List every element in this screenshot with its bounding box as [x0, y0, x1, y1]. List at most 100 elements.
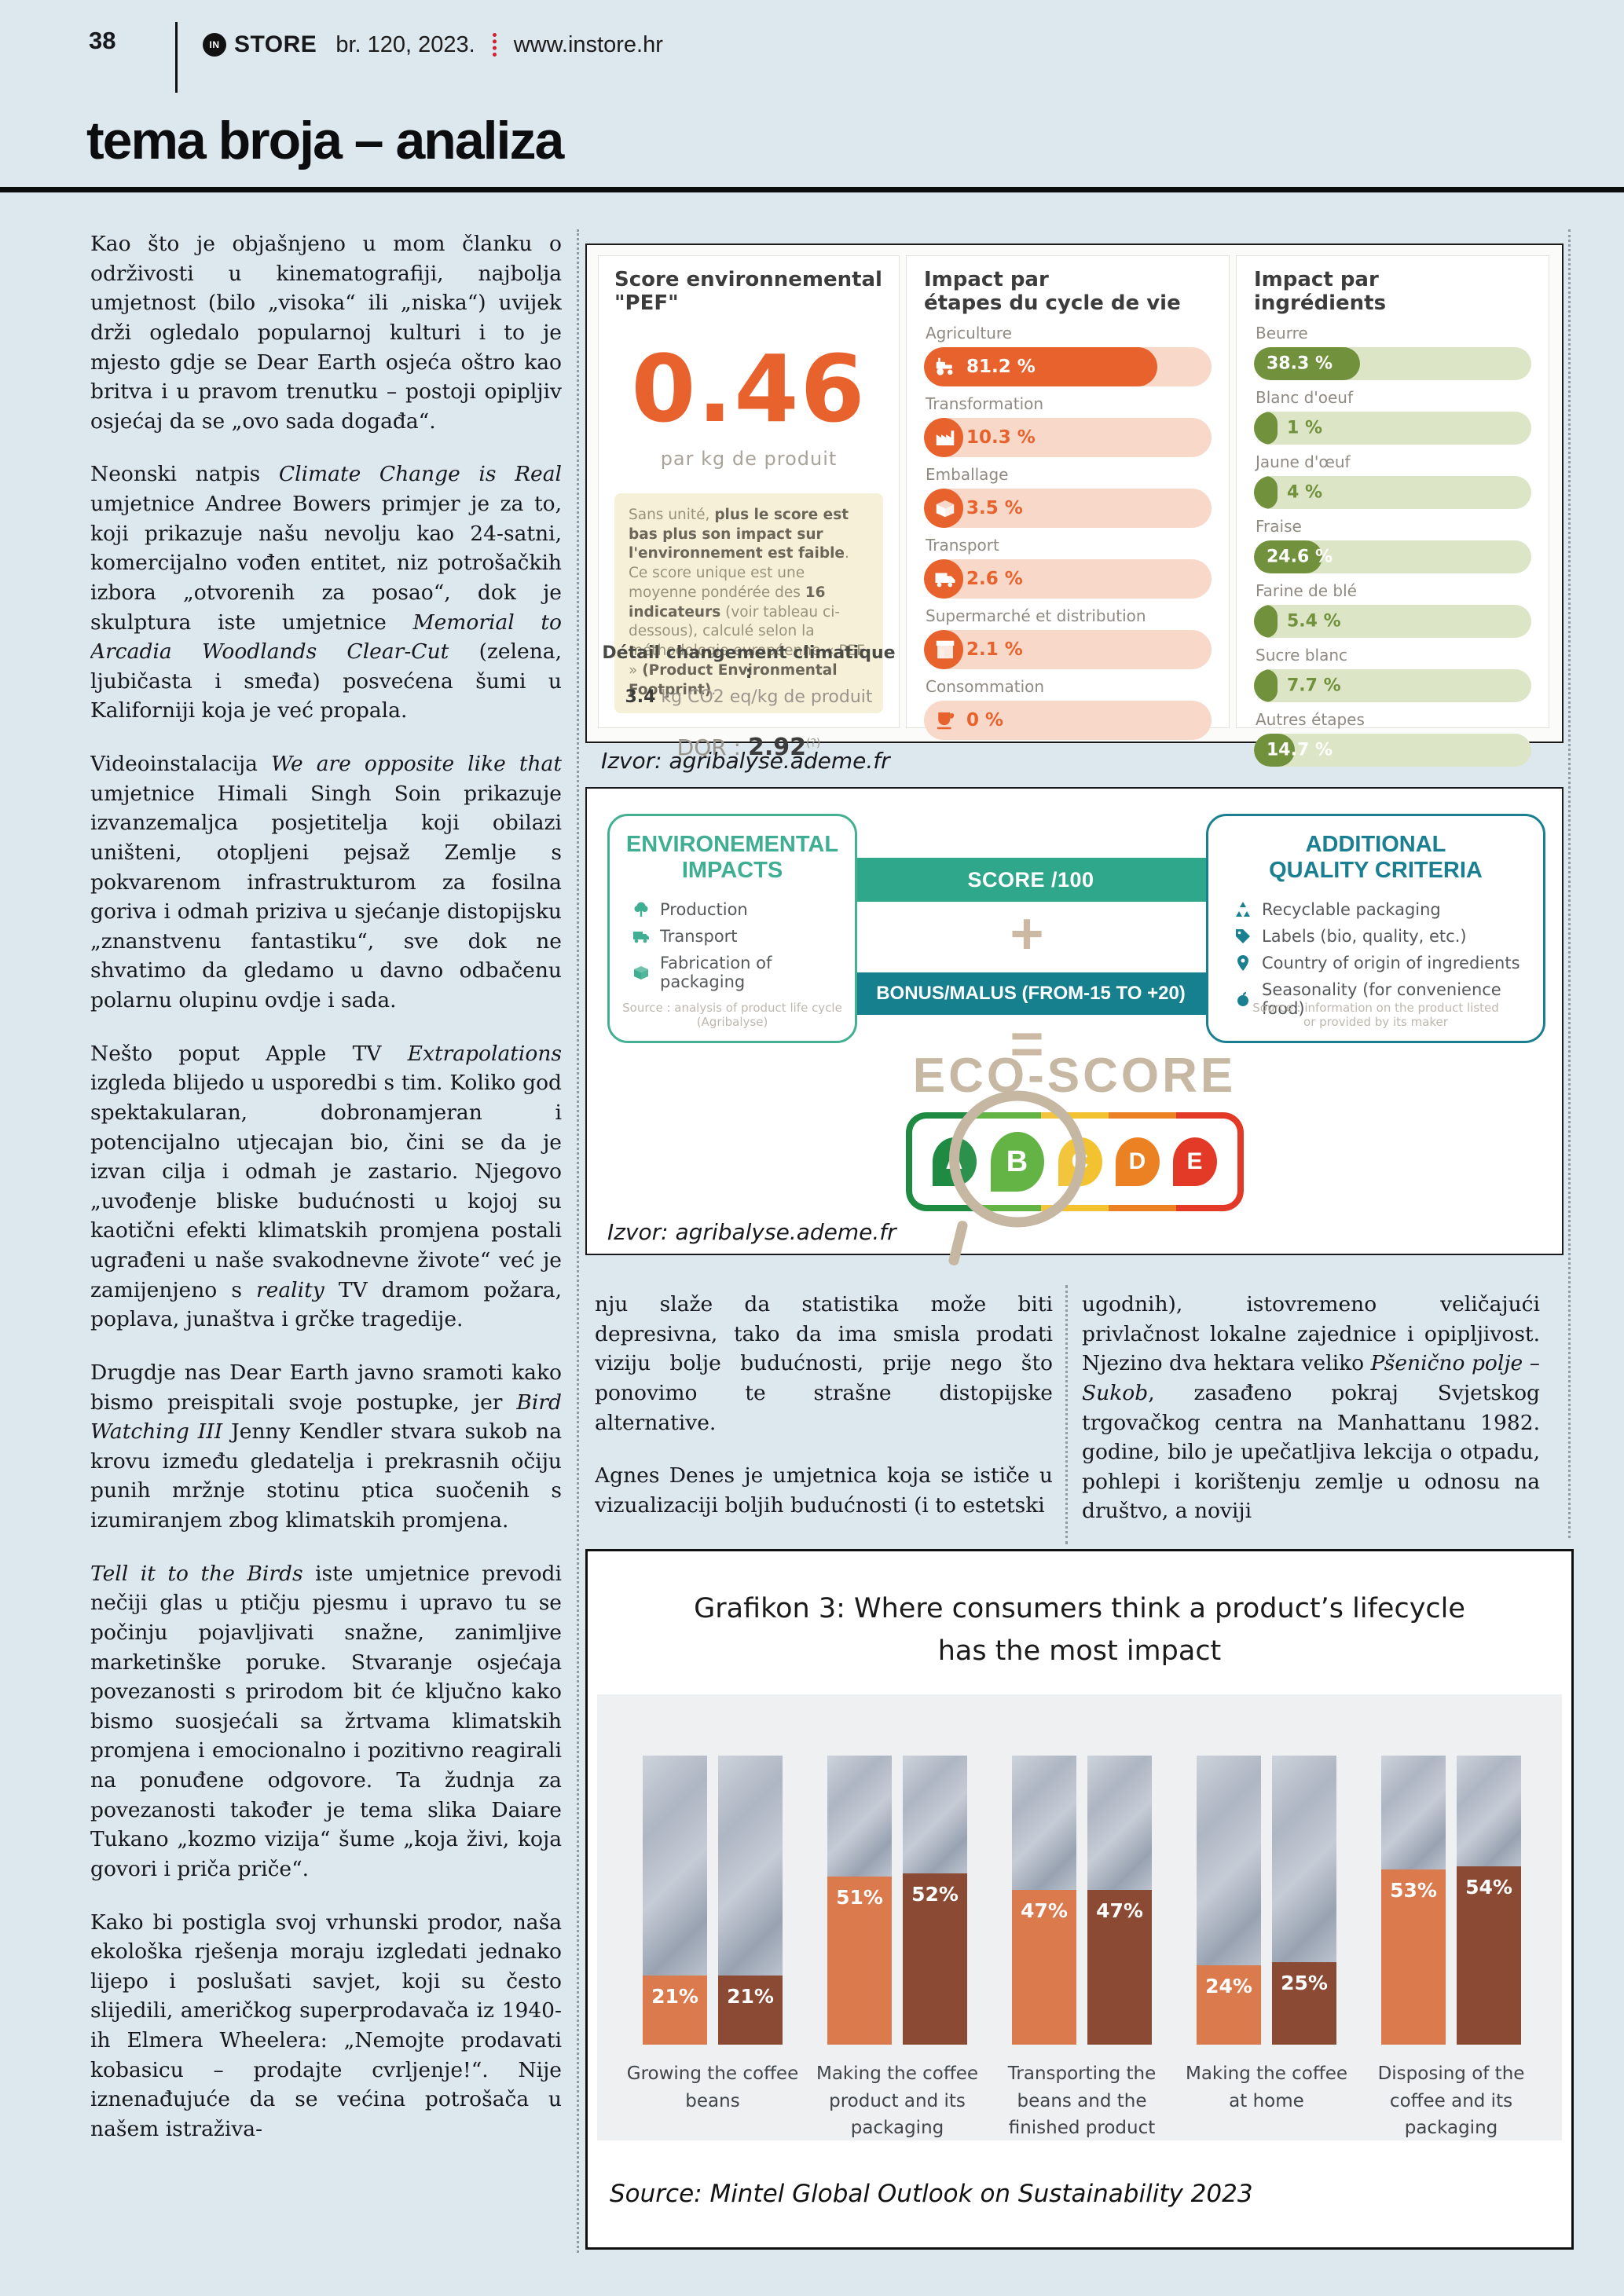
- pef-ingredients-panel: Impact par ingrédients Beurre 38.3 % Blanc…: [1236, 255, 1549, 767]
- text-segment: Climate Change is Real: [278, 462, 562, 487]
- ingredient-bar-label: Blanc d'oeuf: [1256, 387, 1354, 407]
- ingredient-bar-value: 7.7 %: [1287, 676, 1341, 696]
- bar-color-segment: 53%: [1381, 1869, 1446, 2045]
- text-segment: Extrapolations: [407, 1041, 562, 1066]
- paragraph: Videoinstalacija We are opposite like th…: [90, 749, 562, 1016]
- ingredient-bar-track: 38.3 %: [1254, 346, 1531, 380]
- magnified-grade: B: [947, 1090, 1086, 1267]
- dqr-footnote-icon: (?): [805, 737, 821, 750]
- pin-icon: [1234, 954, 1252, 972]
- magnifier-handle: [947, 1219, 969, 1267]
- factory-icon: [933, 426, 957, 449]
- quality-criteria-card: ADDITIONAL QUALITY CRITERIA Recyclable p…: [1206, 814, 1545, 1043]
- stages-title: Impact par étapes du cycle de vie: [924, 268, 1181, 315]
- climate-label: Détail changement climatique :: [602, 643, 896, 683]
- quality-criteria-title: ADDITIONAL QUALITY CRITERIA: [1269, 832, 1483, 884]
- ingredient-bar-track: 4 %: [1254, 475, 1531, 509]
- ingredient-bar-row: Farine de blé 5.4 %: [1254, 581, 1531, 638]
- ingredient-bar-track: 7.7 %: [1254, 668, 1531, 702]
- text-segment: (Product Environmental Footprint): [629, 662, 838, 698]
- stage-bar-content: 0 %: [933, 709, 1003, 732]
- ingredient-bar-track: 1 %: [1254, 411, 1531, 445]
- stage-bar-label: Consommation: [926, 676, 1045, 696]
- stage-bar-content: 3.5 %: [933, 496, 1023, 520]
- ingredient-bar-value: 4 %: [1287, 482, 1323, 503]
- climate-value-line: 3.4 kg CO2 eq/kg de produit: [599, 687, 899, 707]
- text-segment: reality: [256, 1277, 324, 1302]
- text-segment: Tell it to the Birds: [90, 1561, 303, 1586]
- stage-bar-value: 10.3 %: [966, 427, 1036, 448]
- consumption-icon: [933, 709, 957, 732]
- ingredient-bar-track: 5.4 %: [1254, 604, 1531, 638]
- ingredient-bar-value: 5.4 %: [1287, 611, 1341, 632]
- text-segment: Nešto poput Apple TV: [90, 1041, 408, 1066]
- paragraph: Kao što je objašnjeno u mom članku o odr…: [90, 229, 562, 436]
- bar-value-label: 53%: [1390, 1879, 1437, 1902]
- card-item-label: Labels (bio, quality, etc.): [1262, 926, 1467, 946]
- ingredient-bar-track: 24.6 %: [1254, 540, 1531, 573]
- text-segment: We are opposite like that: [270, 752, 562, 776]
- issue-label: br. 120, 2023.: [335, 31, 475, 57]
- text-segment: ugodnih), istovremeno veličajući privlač…: [1082, 1292, 1540, 1376]
- stage-bar-row: Transport 2.6 %: [924, 536, 1212, 599]
- ingredient-bar-label: Farine de blé: [1256, 580, 1357, 600]
- card-item: Transport: [632, 927, 844, 946]
- bar-photo-image: [1381, 1756, 1446, 1869]
- brand-name: STORE: [234, 31, 317, 57]
- text-segment: Pšenično polje – Sukob: [1082, 1351, 1540, 1405]
- text-segment: .: [711, 681, 717, 698]
- title-rule: [0, 187, 1624, 192]
- bar-photo-image: [903, 1756, 967, 1873]
- card-item: Production: [632, 900, 844, 919]
- magnifier-icon: [947, 1090, 1086, 1267]
- ingredient-bars: Beurre 38.3 % Blanc d'oeuf 1 % Jaune d'œuf 4 …: [1254, 324, 1531, 767]
- recycle-icon: [1234, 900, 1252, 919]
- bar-photo-image: [1087, 1756, 1152, 1890]
- left-bar: 24%: [1197, 1756, 1261, 2045]
- stage-bar-row: Consommation 0 %: [924, 677, 1212, 740]
- stage-bar-content: 2.1 %: [933, 638, 1023, 661]
- page-number: 38: [89, 27, 116, 54]
- stage-bar-track: 10.3 %: [924, 417, 1212, 457]
- paragraph: Tell it to the Birds iste umjetnice prev…: [90, 1559, 562, 1884]
- card-item-label: Fabrication of packaging: [660, 953, 772, 991]
- climate-unit: kg CO2 eq/kg de produit: [655, 687, 873, 707]
- ecoscore-grade-e-leaf-icon: E: [1172, 1137, 1217, 1186]
- bar-group: 21% 21%: [643, 1756, 783, 2045]
- card-item-label: Country of origin of ingredients: [1262, 953, 1520, 972]
- paragraph: nju slaže da statistika može biti depres…: [595, 1290, 1053, 1437]
- text-segment: iste umjetnice prevodi nečiji glas u pti…: [90, 1561, 562, 1881]
- ingredient-bar-row: Jaune d'œuf 4 %: [1254, 452, 1531, 509]
- bar-color-segment: 47%: [1012, 1890, 1076, 2045]
- header-divider: [175, 22, 178, 93]
- ecoscore-title: ECO-SCORE: [912, 1049, 1237, 1103]
- bar-photo-image: [1012, 1756, 1076, 1890]
- grafikon-3-chart: Grafikon 3: Where consumers think a prod…: [585, 1549, 1574, 2250]
- bar-value-label: 25%: [1281, 1972, 1328, 1994]
- bar-value-label: 21%: [727, 1985, 774, 2008]
- card-item: Seasonality (for convenience food): [1234, 980, 1529, 1018]
- pef-score-title: Score environnemental "PEF": [614, 268, 882, 315]
- tag-icon: [1234, 927, 1252, 946]
- pef-score-value: 0.46: [631, 334, 867, 443]
- text-segment: Kako bi postigla svoj vrhunski prodor, n…: [90, 1910, 562, 2141]
- article-column-2: nju slaže da statistika može biti depres…: [595, 1290, 1053, 1540]
- chart-source: Source: Mintel Global Outlook on Sustain…: [610, 2180, 1253, 2208]
- website-link[interactable]: www.instore.hr: [513, 31, 663, 57]
- bar-group: 51% 52%: [827, 1756, 967, 2045]
- card-item-label: Recyclable packaging: [1262, 899, 1441, 919]
- ingredient-bar-fill: [1254, 346, 1361, 380]
- card-source-note: Source : analysis of product life cycle …: [622, 1000, 842, 1030]
- text-segment: umjetnice Himali Singh Soin prikazuje iz…: [90, 781, 562, 1013]
- score-banner: SCORE /100: [846, 858, 1215, 902]
- bar-color-segment: 21%: [718, 1976, 783, 2045]
- left-bar: 47%: [1012, 1756, 1076, 2045]
- stage-bar-track: 2.6 %: [924, 558, 1212, 599]
- ingredient-bar-value: 24.6 %: [1267, 547, 1333, 567]
- text-segment: , zasađeno pokraj Svjetskog trgovačkog c…: [1082, 1380, 1540, 1524]
- package-icon: [632, 963, 651, 982]
- package-icon: [933, 496, 957, 520]
- stage-bar-content: 2.6 %: [933, 567, 1023, 591]
- text-segment: Neonski natpis: [90, 462, 279, 487]
- truck-icon: [632, 927, 651, 946]
